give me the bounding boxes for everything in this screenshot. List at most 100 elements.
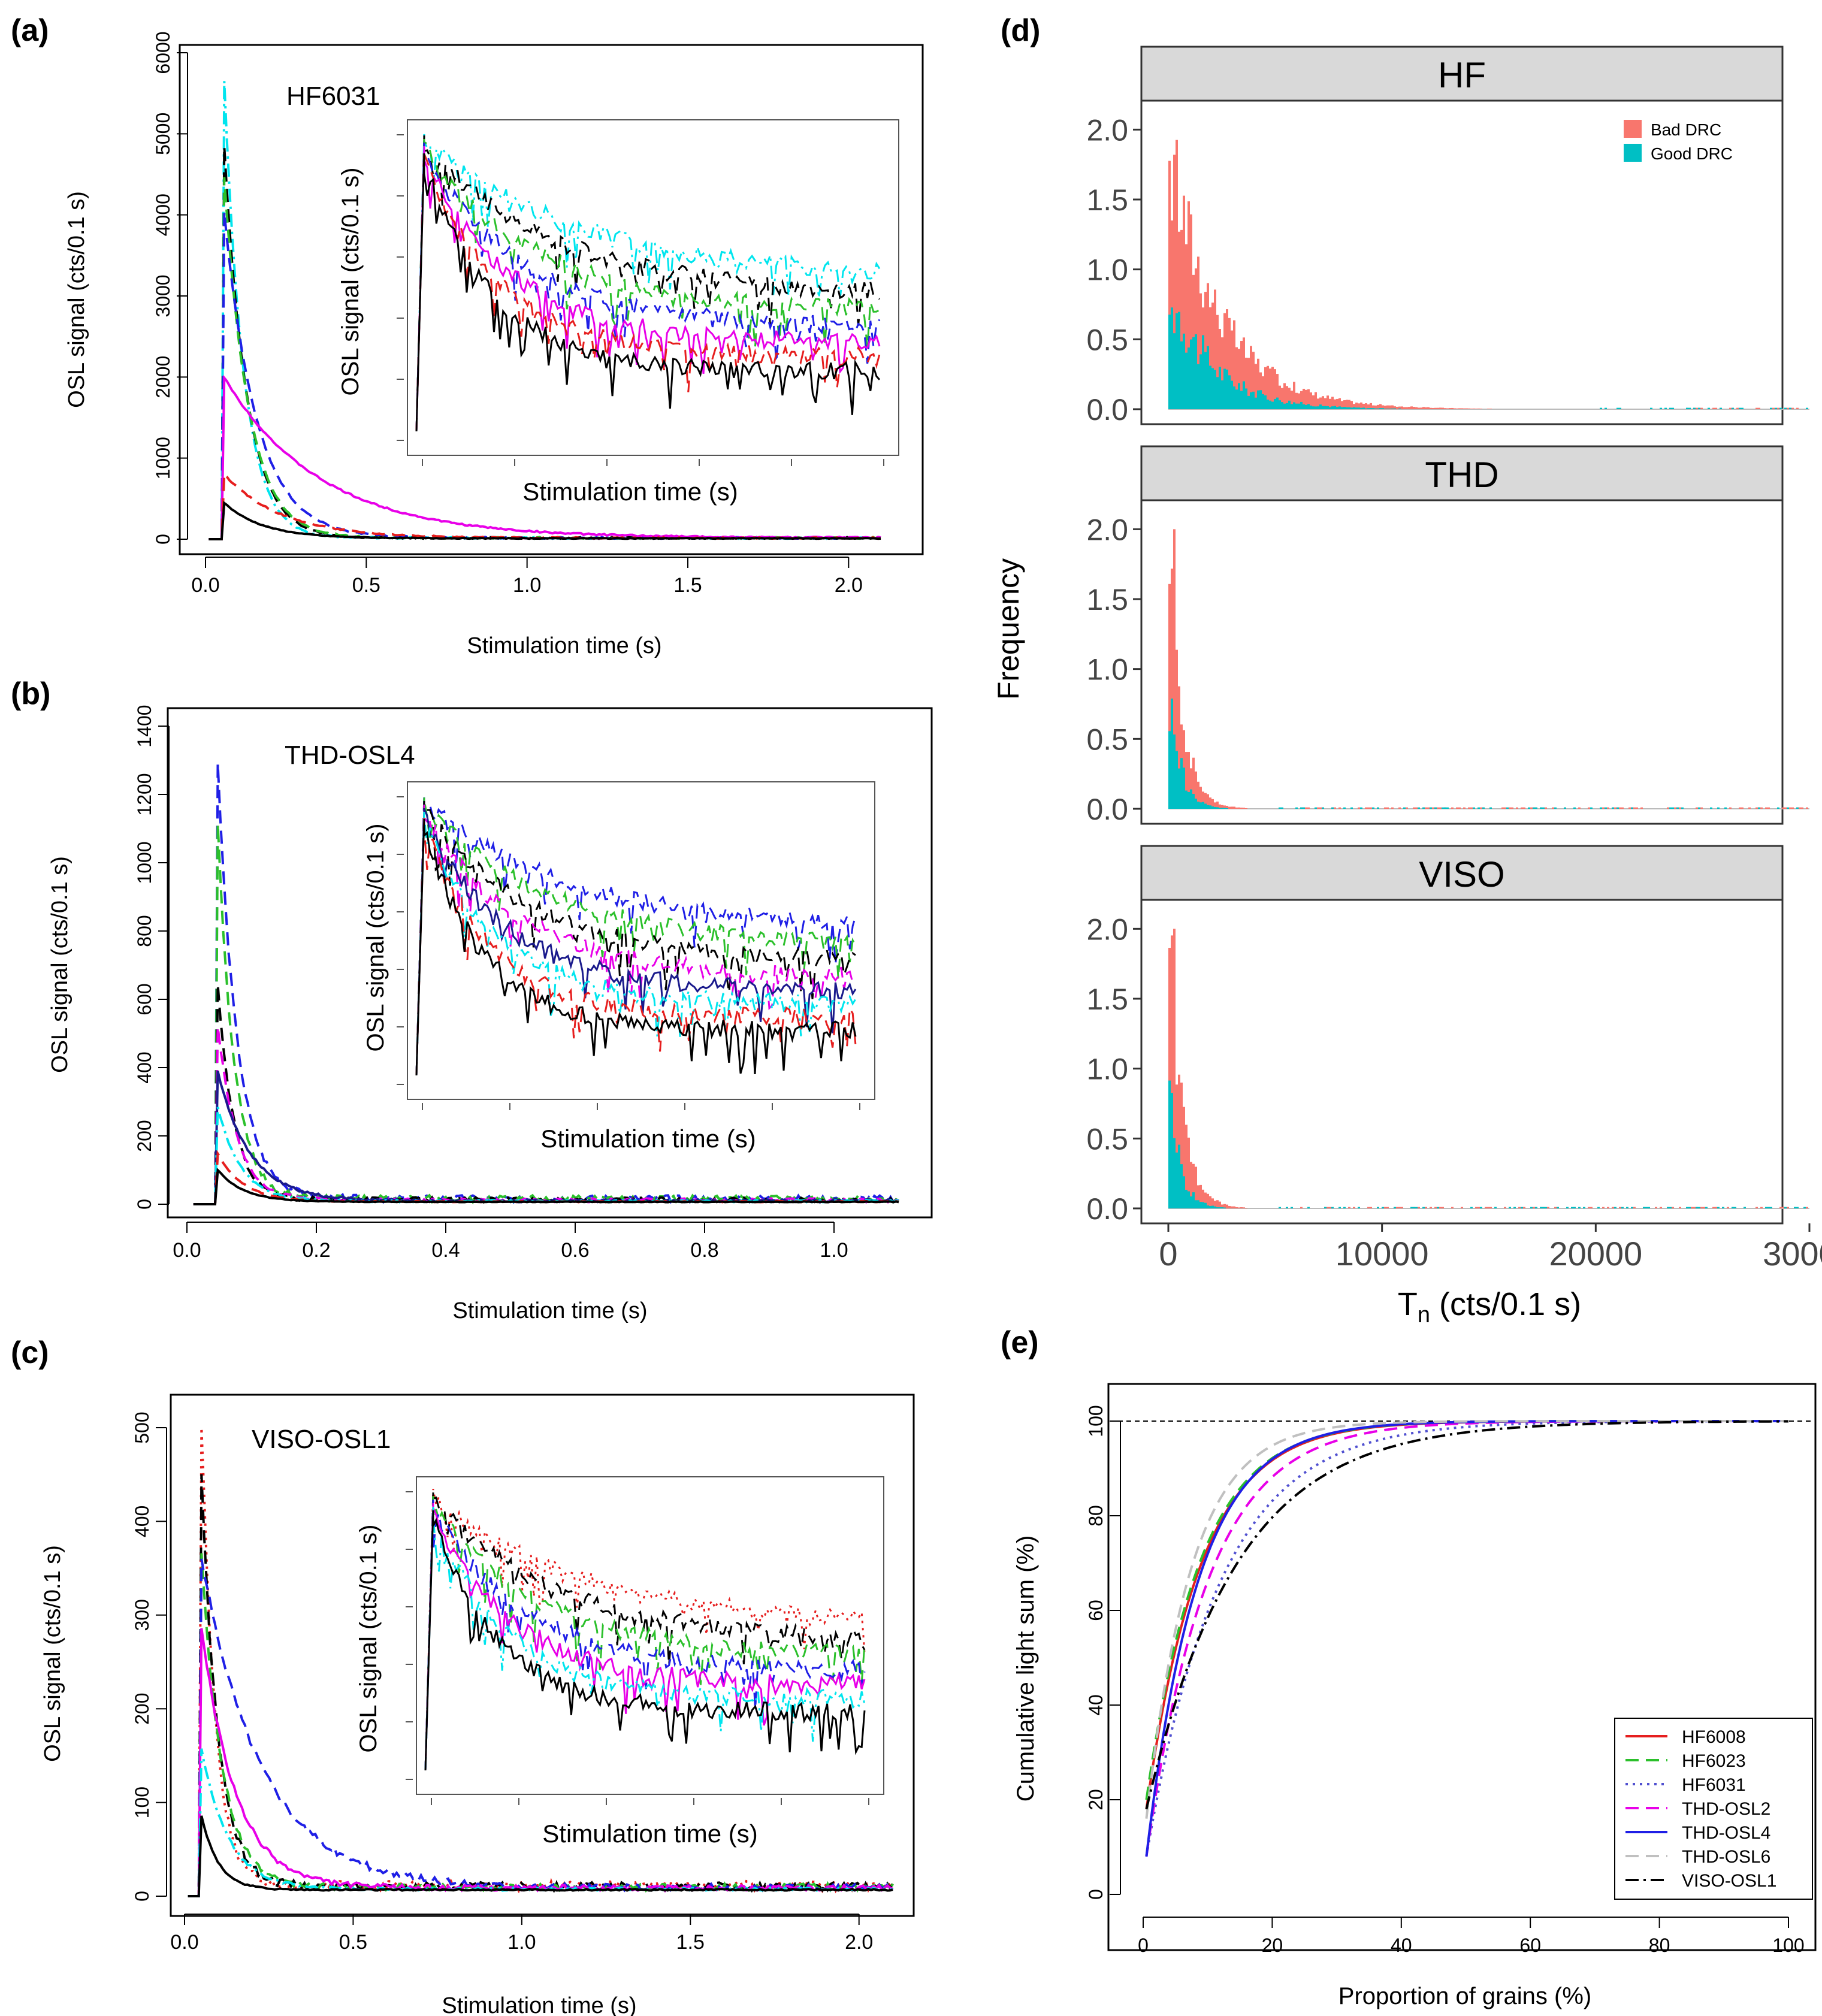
y-tick-label-b-0: 0 xyxy=(134,1199,155,1210)
bar-bad-HF-51 xyxy=(1291,391,1293,409)
bar-bad-VISO-194 xyxy=(1633,1207,1636,1208)
bar-good-VISO-126 xyxy=(1470,1207,1473,1208)
x-tick-label-e-2: 40 xyxy=(1391,1935,1412,1956)
bar-bad-HF-37 xyxy=(1257,358,1259,409)
bar-good-THD-3 xyxy=(1176,751,1178,809)
inset-x-label-b: Stimulation time (s) xyxy=(540,1125,756,1153)
bar-bad-HF-91 xyxy=(1386,405,1389,409)
bar-good-VISO-103 xyxy=(1415,1207,1418,1208)
series-e-VISO-OSL1 xyxy=(1145,1420,1788,1810)
bar-good-HF-19 xyxy=(1214,370,1216,409)
bar-good-VISO-1 xyxy=(1171,1093,1173,1208)
bar-good-THD-12 xyxy=(1197,802,1199,809)
bar-good-THD-4 xyxy=(1178,768,1180,809)
bar-bad-THD-125 xyxy=(1468,807,1470,809)
bar-good-VISO-250 xyxy=(1767,1207,1770,1208)
bar-bad-VISO-122 xyxy=(1461,1207,1463,1208)
bar-bad-VISO-247 xyxy=(1760,1207,1763,1208)
bar-good-HF-84 xyxy=(1370,408,1372,409)
y-axis-label-e: Cumulative light sum (%) xyxy=(1013,1536,1039,1802)
bar-good-VISO-224 xyxy=(1705,1207,1708,1208)
series-a-grain-red xyxy=(209,471,881,540)
inset-series-b-grain-black xyxy=(415,818,857,1076)
sample-title-b: THD-OSL4 xyxy=(285,740,415,770)
bar-bad-HF-110 xyxy=(1432,407,1434,409)
bar-good-THD-182 xyxy=(1605,807,1607,809)
bar-bad-VISO-84 xyxy=(1370,1207,1372,1208)
bar-bad-HF-28 xyxy=(1235,347,1238,409)
bar-good-THD-165 xyxy=(1564,807,1566,809)
bar-bad-VISO-25 xyxy=(1228,1205,1231,1208)
y-tick-label-c-5: 500 xyxy=(131,1411,153,1443)
x-tick-label-e-5: 100 xyxy=(1772,1935,1804,1956)
bar-bad-HF-60 xyxy=(1312,395,1315,409)
y-tick-label-b-7: 1400 xyxy=(134,705,155,747)
bar-bad-THD-17 xyxy=(1209,797,1211,809)
bar-bad-HF-59 xyxy=(1310,392,1312,409)
inset-series-a-grain-black xyxy=(415,153,881,432)
bar-bad-VISO-8 xyxy=(1188,1137,1190,1208)
bar-bad-HF-76 xyxy=(1350,401,1353,409)
bar-bad-THD-247 xyxy=(1760,807,1763,809)
bar-good-THD-232 xyxy=(1724,807,1727,809)
bar-bad-THD-11 xyxy=(1195,771,1197,809)
bar-bad-HF-234 xyxy=(1729,407,1732,409)
bar-good-THD-212 xyxy=(1676,807,1679,809)
bar-bad-VISO-2 xyxy=(1173,929,1176,1208)
bar-bad-VISO-188 xyxy=(1619,1207,1621,1208)
bar-good-HF-17 xyxy=(1209,365,1211,409)
bar-bad-HF-70 xyxy=(1336,398,1338,409)
bar-bad-THD-142 xyxy=(1509,807,1511,809)
bar-good-VISO-7 xyxy=(1185,1189,1188,1208)
bar-bad-THD-259 xyxy=(1789,807,1791,809)
bar-good-HF-257 xyxy=(1784,407,1787,409)
bar-bad-HF-92 xyxy=(1389,405,1391,409)
bar-bad-VISO-118 xyxy=(1451,1207,1454,1208)
inset-series-b-grain-cyan xyxy=(415,811,857,1076)
bar-bad-VISO-266 xyxy=(1806,1207,1808,1208)
bar-bad-HF-114 xyxy=(1442,407,1444,409)
bar-bad-VISO-152 xyxy=(1533,1207,1535,1208)
facet-y-tick-label-VISO-3: 1.5 xyxy=(1086,983,1128,1016)
bar-bad-HF-45 xyxy=(1276,374,1279,409)
bar-good-THD-116 xyxy=(1446,807,1449,809)
facets-d: HF 0.0 0.5 1.0 1.5 2.0 THD 0.0 0.5 1.0 1.5 2.0 VISO 0… xyxy=(1086,46,1809,1226)
inset-series-a-grain-red xyxy=(415,149,881,432)
legend-label-bad: Bad DRC xyxy=(1651,120,1721,139)
bar-good-THD-61 xyxy=(1315,807,1317,809)
bar-bad-THD-27 xyxy=(1233,806,1235,809)
bar-good-HF-65 xyxy=(1324,406,1327,409)
bar-good-THD-56 xyxy=(1303,807,1305,809)
facet-y-tick-label-THD-0: 0.0 xyxy=(1086,793,1128,826)
bar-bad-VISO-132 xyxy=(1485,1207,1487,1208)
legend-label-VISO-OSL1: VISO-OSL1 xyxy=(1682,1871,1776,1891)
bar-bad-THD-195 xyxy=(1636,807,1638,809)
bar-good-HF-205 xyxy=(1660,407,1662,409)
bar-good-VISO-221 xyxy=(1698,1207,1700,1208)
bar-bad-THD-139 xyxy=(1501,807,1504,809)
series-lines-e xyxy=(1110,1420,1814,1857)
bar-bad-HF-48 xyxy=(1283,383,1286,409)
bar-bad-VISO-90 xyxy=(1384,1207,1386,1208)
y-tick-label-e-0: 0 xyxy=(1085,1889,1107,1900)
bar-good-THD-13 xyxy=(1199,802,1202,809)
bar-bad-VISO-109 xyxy=(1430,1207,1432,1208)
x-tick-label-c-3: 1.5 xyxy=(676,1931,705,1954)
bar-good-HF-4 xyxy=(1178,312,1180,409)
bar-good-THD-141 xyxy=(1506,807,1509,809)
bar-bad-VISO-1 xyxy=(1171,935,1173,1208)
y-axis-label-d: Frequency xyxy=(992,558,1025,700)
facet-title-THD: THD xyxy=(1425,455,1498,495)
legend-e: HF6008 HF6023 HF6031 THD-OSL2 THD-OSL4 THD-OS… xyxy=(1614,1718,1813,1900)
bar-bad-THD-234 xyxy=(1729,807,1732,809)
bar-good-VISO-261 xyxy=(1794,1207,1796,1208)
bar-good-THD-109 xyxy=(1430,807,1432,809)
bar-bad-HF-17 xyxy=(1209,307,1211,409)
bar-bad-VISO-228 xyxy=(1715,1207,1717,1208)
bar-bad-THD-130 xyxy=(1480,807,1482,809)
bar-bad-HF-93 xyxy=(1391,405,1394,409)
bar-good-HF-251 xyxy=(1770,407,1772,409)
bar-good-VISO-68 xyxy=(1331,1207,1334,1208)
bar-bad-HF-122 xyxy=(1461,408,1463,409)
bar-bad-VISO-218 xyxy=(1691,1207,1693,1208)
